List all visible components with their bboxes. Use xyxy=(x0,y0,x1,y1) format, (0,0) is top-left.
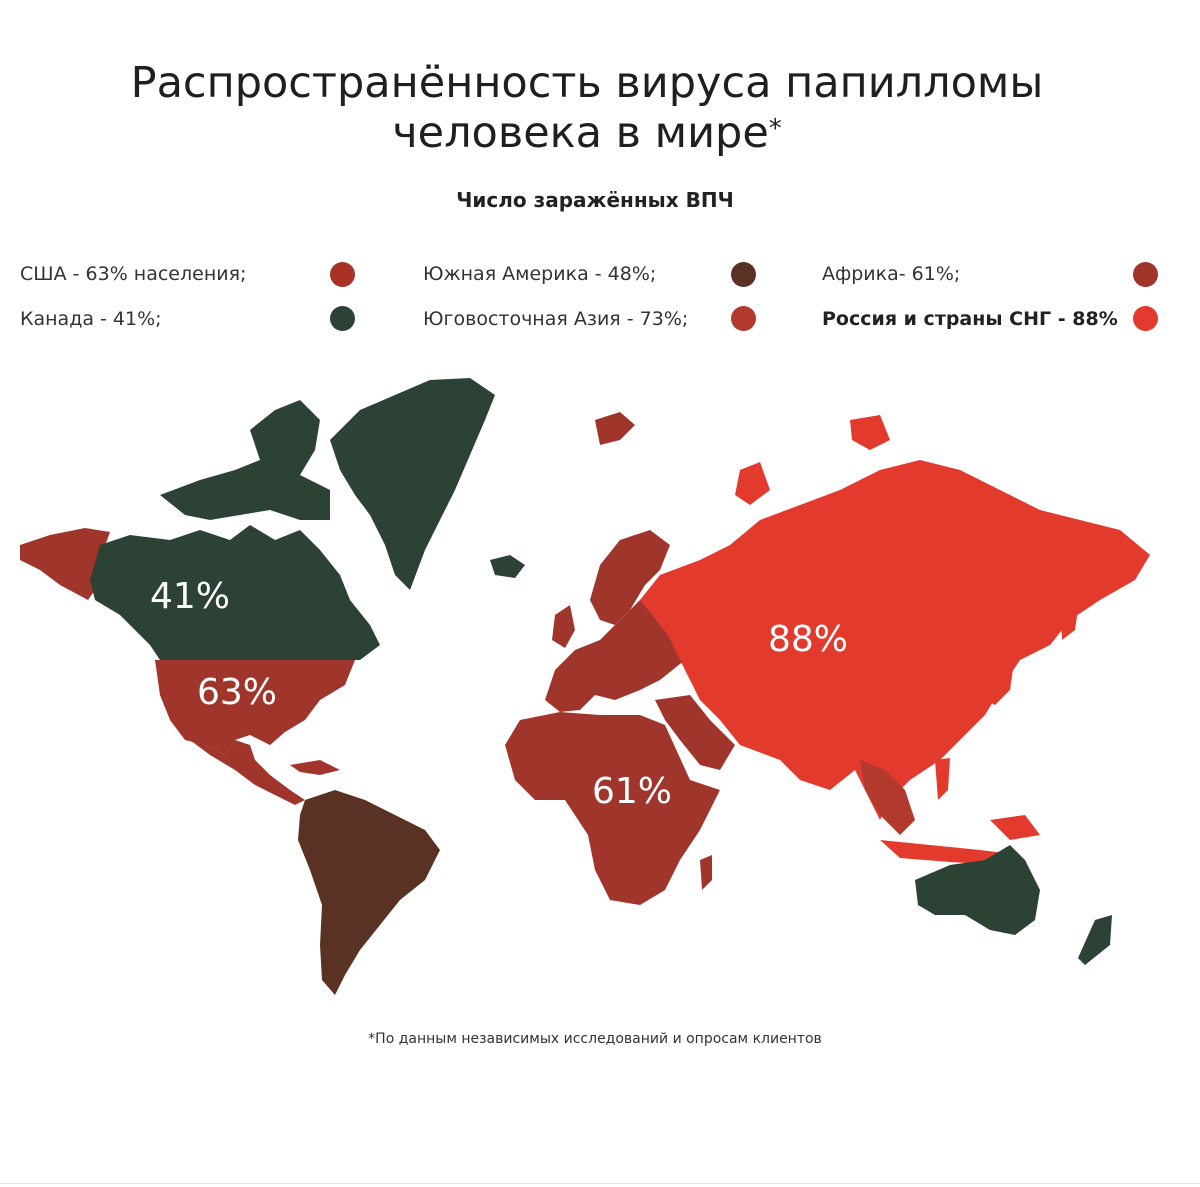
region-uk xyxy=(552,605,575,648)
legend-swatch-south-america xyxy=(731,262,756,287)
title-asterisk: * xyxy=(768,114,782,144)
map-subtitle: Число заражённых ВПЧ xyxy=(456,188,734,212)
legend-swatch-usa xyxy=(330,262,355,287)
legend-label-usa: США - 63% населения; xyxy=(20,263,247,285)
region-novaya-zemlya xyxy=(735,462,770,505)
region-europe xyxy=(545,595,685,712)
footnote: *По данным независимых исследований и оп… xyxy=(368,1031,822,1047)
region-indonesia xyxy=(880,840,1020,865)
world-map: 41% 63% 88% 61% xyxy=(20,378,1150,995)
region-central-america xyxy=(170,720,305,805)
region-japan xyxy=(985,655,1015,705)
region-kamchatka xyxy=(1060,595,1080,640)
region-new-guinea xyxy=(990,815,1040,840)
region-iceland xyxy=(490,555,525,578)
region-alaska xyxy=(20,528,110,600)
africa-percent-label: 61% xyxy=(592,771,672,812)
title-line-2: человека в мире xyxy=(392,108,769,158)
bottom-divider xyxy=(0,1183,1200,1184)
region-new-zealand xyxy=(1078,915,1112,965)
title-line-1: Распространённость вируса папилломы xyxy=(130,58,1044,108)
legend-swatch-africa xyxy=(1133,262,1158,287)
legend-label-se-asia: Юговосточная Азия - 73%; xyxy=(423,308,689,330)
region-canada xyxy=(90,525,380,660)
legend-label-russia-cis: Россия и страны СНГ - 88% xyxy=(822,308,1118,330)
region-africa xyxy=(505,712,720,905)
region-usa xyxy=(155,660,355,755)
region-australia xyxy=(915,845,1040,935)
region-greenland xyxy=(330,378,495,590)
map-title: Распространённость вируса папилломы чело… xyxy=(0,58,1174,158)
region-arctic-islands xyxy=(160,400,330,520)
legend-label-africa: Африка- 61%; xyxy=(822,263,961,285)
russia-percent-label: 88% xyxy=(768,619,848,660)
region-south-america xyxy=(298,790,440,995)
region-philippines xyxy=(935,758,950,800)
legend-swatch-se-asia xyxy=(731,306,756,331)
canada-percent-label: 41% xyxy=(150,576,230,617)
legend-label-canada: Канада - 41%; xyxy=(20,308,162,330)
region-caribbean xyxy=(290,760,340,775)
legend-swatch-russia-cis xyxy=(1133,306,1158,331)
region-arctic-russia xyxy=(850,415,890,450)
usa-percent-label: 63% xyxy=(197,672,277,713)
region-svalbard xyxy=(595,412,635,445)
region-madagascar xyxy=(700,855,712,890)
region-scandinavia xyxy=(590,530,670,625)
region-russia-asia xyxy=(640,460,1150,820)
legend-label-south-america: Южная Америка - 48%; xyxy=(423,263,657,285)
region-middle-east xyxy=(655,695,735,770)
legend-swatch-canada xyxy=(330,306,355,331)
region-se-asia xyxy=(860,760,915,835)
